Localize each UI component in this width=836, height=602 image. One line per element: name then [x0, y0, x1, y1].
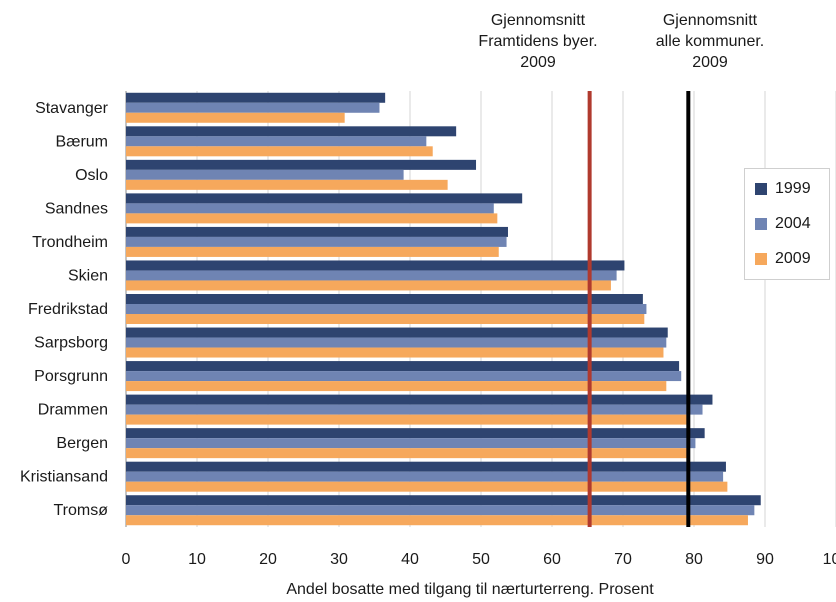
bar-1999 — [126, 394, 713, 405]
bar-2004 — [126, 337, 667, 348]
category-label: Bergen — [56, 435, 108, 452]
bar-2009 — [126, 414, 690, 425]
legend-item-1999: 1999 — [755, 179, 811, 199]
annotation-line: Gjennomsnitt — [490, 12, 586, 29]
bar-2004 — [126, 471, 724, 482]
annotation-line: 2009 — [692, 54, 728, 71]
bar-2004 — [126, 438, 696, 449]
category-labels: Stavanger Bærum Oslo Sandnes Trondheim Skien F… — [20, 100, 109, 519]
bar-2004 — [126, 304, 647, 314]
x-tick-label: 30 — [330, 551, 348, 568]
bar-2009 — [126, 448, 690, 459]
legend-item-2004: 2004 — [755, 214, 811, 234]
legend-swatch — [755, 253, 767, 265]
annotation-framtidens-byer: Gjennomsnitt Framtidens byer. 2009 — [448, 10, 628, 73]
category-label: Skien — [68, 267, 108, 284]
bar-2009 — [126, 213, 498, 224]
bar-2009 — [126, 481, 728, 492]
reference-lines — [587, 91, 691, 527]
bar-2004 — [126, 102, 380, 113]
bar-2009 — [126, 515, 748, 526]
bar-2009 — [126, 112, 345, 123]
bar-2009 — [126, 280, 611, 291]
annotation-line: Framtidens byer. — [478, 33, 598, 50]
category-label: Oslo — [75, 167, 108, 184]
category-label: Sarpsborg — [34, 335, 108, 352]
bar-1999 — [126, 159, 477, 170]
x-tick-label: 80 — [685, 551, 703, 568]
legend-swatch — [755, 183, 767, 195]
bar-1999 — [126, 327, 668, 338]
bar-2004 — [126, 505, 755, 516]
bar-2004 — [126, 169, 404, 180]
bar-2004 — [126, 203, 494, 214]
legend-swatch — [755, 218, 767, 230]
bar-2009 — [126, 179, 448, 190]
bar-1999 — [126, 226, 508, 237]
x-tick-label: 50 — [472, 551, 490, 568]
bar-2009 — [126, 347, 664, 358]
bar-2004 — [126, 404, 703, 415]
bar-2009 — [126, 146, 433, 157]
category-label: Kristiansand — [20, 469, 108, 486]
bar-2009 — [126, 246, 499, 257]
x-tick-label: 40 — [401, 551, 419, 568]
annotation-line: Gjennomsnitt — [662, 12, 758, 29]
x-tick-label: 90 — [756, 551, 774, 568]
x-tick-labels: 0 10 20 30 40 50 60 70 80 90 100 — [122, 551, 836, 568]
bar-2009 — [126, 314, 645, 324]
annotation-line: alle kommuner. — [655, 33, 765, 50]
bar-1999 — [126, 461, 726, 472]
x-tick-label: 10 — [188, 551, 206, 568]
bar-1999 — [126, 294, 643, 304]
legend-label: 2004 — [775, 215, 811, 232]
x-tick-label: 70 — [614, 551, 632, 568]
bar-2004 — [126, 136, 427, 147]
bar-2004 — [126, 236, 507, 247]
x-axis-label: Andel bosatte med tilgang til nærturterr… — [286, 581, 654, 598]
bar-1999 — [126, 260, 625, 271]
bar-1999 — [126, 495, 761, 506]
legend-item-2009: 2009 — [755, 249, 811, 269]
bar-1999 — [126, 193, 523, 204]
bar-2009 — [126, 381, 667, 392]
category-label: Stavanger — [35, 100, 109, 117]
x-tick-label: 0 — [122, 551, 131, 568]
category-label: Bærum — [56, 133, 108, 150]
category-label: Drammen — [38, 402, 108, 419]
legend-label: 1999 — [775, 180, 811, 197]
legend: 1999 2004 2009 — [744, 168, 830, 280]
category-label: Sandnes — [45, 200, 108, 217]
bar-2004 — [126, 371, 682, 382]
category-label: Fredrikstad — [28, 301, 108, 318]
bar-1999 — [126, 92, 386, 103]
bar-series — [126, 92, 761, 526]
legend-label: 2009 — [775, 250, 811, 267]
bar-1999 — [126, 126, 457, 137]
x-tick-label: 60 — [543, 551, 561, 568]
category-label: Porsgrunn — [34, 368, 108, 385]
x-tick-label: 100 — [823, 551, 836, 568]
category-label: Tromsø — [53, 502, 108, 519]
category-label: Trondheim — [32, 234, 108, 251]
x-tick-label: 20 — [259, 551, 277, 568]
bar-1999 — [126, 361, 680, 372]
bar-2004 — [126, 270, 617, 281]
annotation-line: 2009 — [520, 54, 556, 71]
annotation-alle-kommuner: Gjennomsnitt alle kommuner. 2009 — [625, 10, 795, 73]
bar-1999 — [126, 428, 705, 439]
